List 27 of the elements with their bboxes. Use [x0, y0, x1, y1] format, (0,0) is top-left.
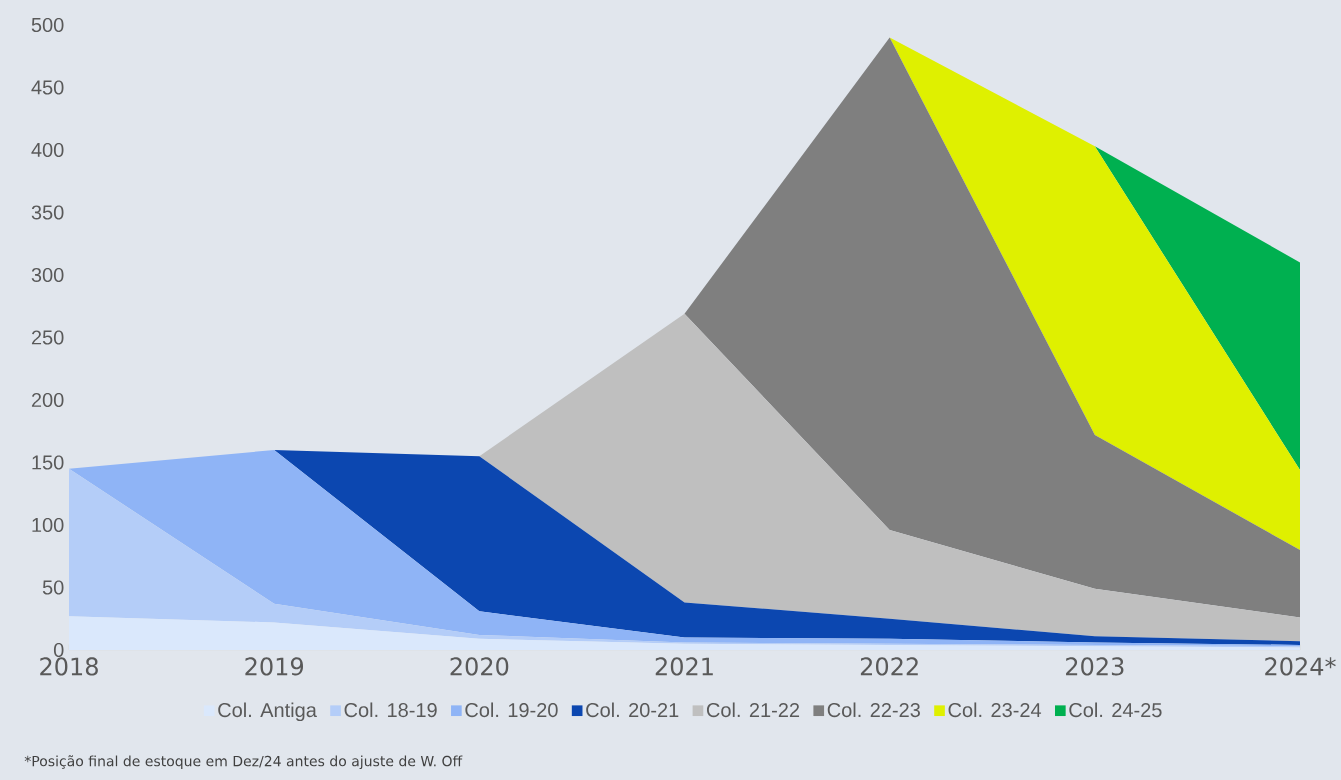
- legend-label: Col. 19-20: [465, 702, 558, 718]
- legend-label: Col. 20-21: [586, 702, 679, 718]
- legend-label: Col. 23-24: [948, 702, 1042, 718]
- y-tick-label: 300: [31, 267, 64, 283]
- x-tick-label: 2020: [450, 657, 509, 676]
- y-tick-label: 250: [31, 330, 64, 345]
- legend-label: Col. 24-25: [1069, 702, 1162, 718]
- x-tick-label: 2023: [1066, 657, 1124, 676]
- legend-label: Col. 21-22: [706, 702, 800, 718]
- x-tick-label: 2022: [860, 657, 918, 676]
- text: *Posição final de estoque em Dez/24 antes do ajuste de W. Off: [24, 755, 463, 770]
- x-tick-label: 2019: [245, 657, 304, 676]
- y-tick-label: 500: [31, 17, 64, 33]
- y-tick-label: 350: [31, 205, 64, 220]
- legend-label: Col. Antiga: [218, 702, 317, 722]
- legend-label: Col. 18-19: [344, 702, 437, 718]
- y-tick-label: 450: [31, 80, 64, 95]
- x-tick-label: 2018: [40, 657, 98, 676]
- y-tick-label: 0: [53, 642, 64, 658]
- legend-label: Col. 22-23: [827, 702, 920, 718]
- y-tick-label: 100: [32, 517, 64, 533]
- x-tick-label: 2021: [655, 657, 713, 676]
- y-tick-label: 50: [42, 580, 64, 595]
- y-tick-label: 200: [31, 392, 64, 408]
- y-tick-label: 150: [32, 455, 64, 470]
- x-tick-label: 2024*: [1265, 657, 1336, 676]
- y-tick-label: 400: [31, 142, 64, 158]
